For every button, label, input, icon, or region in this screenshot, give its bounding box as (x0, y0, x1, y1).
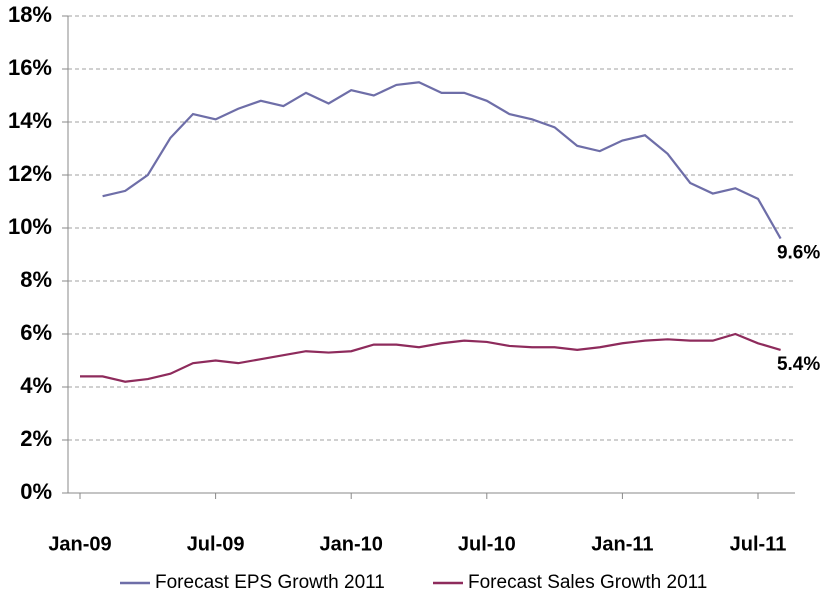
data-label: 5.4% (777, 354, 820, 375)
y-tick-label: 12% (8, 161, 52, 186)
y-tick-label: 18% (8, 2, 52, 27)
y-tick-label: 0% (20, 479, 52, 504)
y-tick-label: 6% (20, 320, 52, 345)
y-tick-label: 2% (20, 426, 52, 451)
legend-label: Forecast EPS Growth 2011 (155, 572, 385, 593)
y-tick-label: 16% (8, 55, 52, 80)
y-tick-label: 8% (20, 267, 52, 292)
x-tick-label: Jan-10 (320, 533, 383, 555)
legend-label: Forecast Sales Growth 2011 (468, 572, 707, 593)
x-tick-label: Jul-10 (458, 533, 516, 555)
y-tick-label: 10% (8, 214, 52, 239)
y-tick-label: 14% (8, 108, 52, 133)
series-line (102, 81, 782, 240)
x-tick-label: Jul-11 (730, 533, 787, 555)
x-tick-label: Jan-11 (591, 533, 653, 555)
data-label: 9.6% (777, 243, 820, 264)
x-tick-label: Jul-09 (187, 533, 245, 555)
series-line (80, 332, 781, 383)
x-tick-label: Jan-09 (48, 533, 111, 555)
y-tick-label: 4% (20, 373, 52, 398)
